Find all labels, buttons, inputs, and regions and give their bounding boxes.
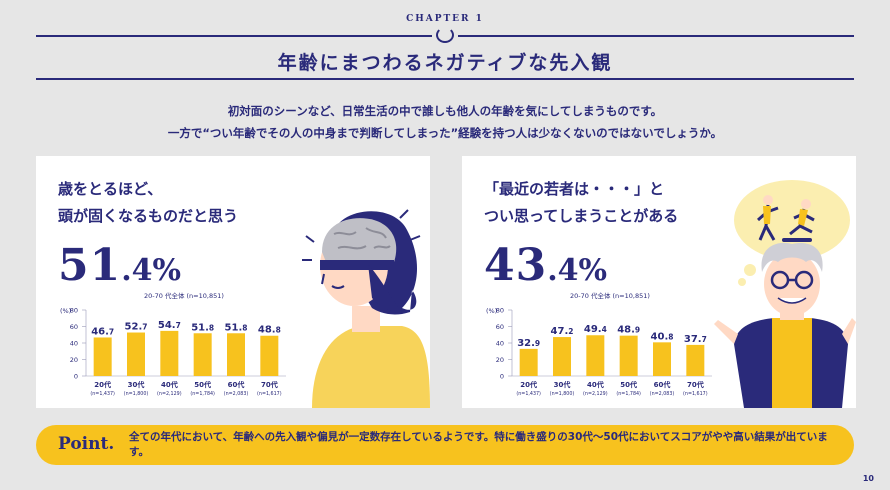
big-stat: 43.4% [484,240,607,291]
x-tick-label: 30代 [554,380,571,389]
card-headline: 歳をとるほど、 頭が固くなるものだと思う [58,176,238,230]
y-tick-label: 0 [500,373,504,381]
intro-line-2: 一方で“つい年齢でその人の中身まで判断してしまった”経験を持つ人は少なくないので… [167,126,723,140]
sample-note: 20-70 代全体 (n=10,851) [570,292,650,300]
big-stat: 51.4% [58,240,181,291]
sample-size-label: (n=1,617) [257,391,282,397]
data-label: 51.8 [225,322,248,333]
y-tick-label: 80 [70,307,78,315]
data-label: 32.9 [517,338,540,349]
sample-size-label: (n=1,617) [683,391,708,397]
data-label: 48.8 [258,325,281,336]
data-label: 48.9 [617,325,640,336]
chapter-label: CHAPTER 1 [406,14,484,24]
data-label: 40.8 [651,331,674,342]
bar [553,337,571,376]
bar-chart-stubborn: (%) 0 20 40 60 80 46.7 20代 (n=1,437) 52.7 30代 (n=1,… [54,302,294,406]
bar [160,330,179,376]
bar [260,335,279,376]
x-tick-label: 50代 [620,380,637,389]
head-with-brain-icon [302,209,430,408]
big-stat-integer: 43 [484,240,548,291]
headline-line-1: 「最近の若者は・・・」と [484,180,665,198]
intro-line-1: 初対面のシーンなど、日常生活の中で誰しも他人の年齢を気にしてしまうものです。 [227,104,663,118]
old-man-thinking-of-youth-icon [714,180,856,408]
y-tick-label: 20 [496,356,504,364]
page-number: 10 [862,474,874,483]
title-underline [36,78,854,80]
x-tick-label: 70代 [261,380,278,389]
data-label: 47.2 [551,326,574,337]
x-tick-label: 60代 [654,380,671,389]
sample-size-label: (n=2,129) [157,391,182,397]
big-stat-integer: 51 [58,240,122,291]
point-label: Point. [58,434,115,454]
stat-card-youth: 「最近の若者は・・・」と つい思ってしまうことがある 43.4% 20-70 代… [462,156,856,408]
sample-size-label: (n=2,083) [224,391,249,397]
bar [193,333,212,376]
bar [619,335,638,376]
bar [127,332,145,376]
y-axis-unit: (%) [60,307,71,315]
sample-size-label: (n=2,083) [650,391,675,397]
bar [653,342,671,376]
bar [586,335,605,376]
loop-ornament-icon [436,27,454,43]
sample-size-label: (n=1,784) [190,391,215,397]
header-rule-right [458,35,854,37]
y-tick-label: 80 [496,307,504,315]
sample-note: 20-70 代全体 (n=10,851) [144,292,224,300]
sample-size-label: (n=1,800) [124,391,149,397]
y-tick-label: 40 [496,340,504,348]
sample-size-label: (n=1,784) [616,391,641,397]
y-tick-label: 0 [74,373,78,381]
big-stat-decimal: .4% [121,253,182,288]
x-tick-label: 70代 [687,380,704,389]
y-axis-unit: (%) [486,307,497,315]
bar [227,333,245,376]
bar [93,337,112,376]
x-tick-label: 40代 [161,380,178,389]
bar-chart-svg: (%) 0 20 40 60 80 46.7 20代 (n=1,437) 52.7 30代 (n=1,… [60,307,286,397]
bar-chart-svg: (%) 0 20 40 60 80 32.9 20代 (n=1,437) 47.2 30代 (n=1,… [486,307,712,397]
page-title: 年齢にまつわるネガティブな先入観 [277,52,613,74]
intro-text: 初対面のシーンなど、日常生活の中で誰しも他人の年齢を気にしてしまうものです。 一… [0,100,890,144]
point-callout: Point. 全ての年代において、年齢への先入観や偏見が一定数存在しているようで… [36,425,854,465]
bar [686,344,705,376]
card-headline: 「最近の若者は・・・」と つい思ってしまうことがある [484,176,678,230]
headline-line-1: 歳をとるほど、 [58,180,163,198]
big-stat-decimal: .4% [547,253,608,288]
headline-line-2: つい思ってしまうことがある [484,207,679,225]
sample-size-label: (n=1,437) [516,391,541,397]
point-text: 全ての年代において、年齢への先入観や偏見が一定数存在しているようです。特に働き盛… [129,431,828,458]
y-tick-label: 60 [496,323,504,331]
x-tick-label: 20代 [94,380,111,389]
data-label: 54.7 [158,320,181,331]
bar-chart-youth: (%) 0 20 40 60 80 32.9 20代 (n=1,437) 47.2 30代 (n=1,… [480,302,720,406]
y-tick-label: 40 [70,340,78,348]
y-tick-label: 20 [70,356,78,364]
x-tick-label: 60代 [228,380,245,389]
sample-size-label: (n=2,129) [583,391,608,397]
data-label: 49.4 [584,324,607,335]
stat-card-stubborn: 歳をとるほど、 頭が固くなるものだと思う 51.4% 20-70 代全体 (n=… [36,156,430,408]
header-rule-left [36,35,432,37]
sample-size-label: (n=1,800) [550,391,575,397]
data-label: 46.7 [91,326,114,337]
x-tick-label: 20代 [520,380,537,389]
x-tick-label: 50代 [194,380,211,389]
data-label: 51.8 [191,322,214,333]
x-tick-label: 40代 [587,380,604,389]
data-label: 37.7 [684,334,707,345]
bar [519,348,538,376]
data-label: 52.7 [125,322,148,333]
x-tick-label: 30代 [128,380,145,389]
headline-line-2: 頭が固くなるものだと思う [58,207,239,225]
y-tick-label: 60 [70,323,78,331]
sample-size-label: (n=1,437) [90,391,115,397]
